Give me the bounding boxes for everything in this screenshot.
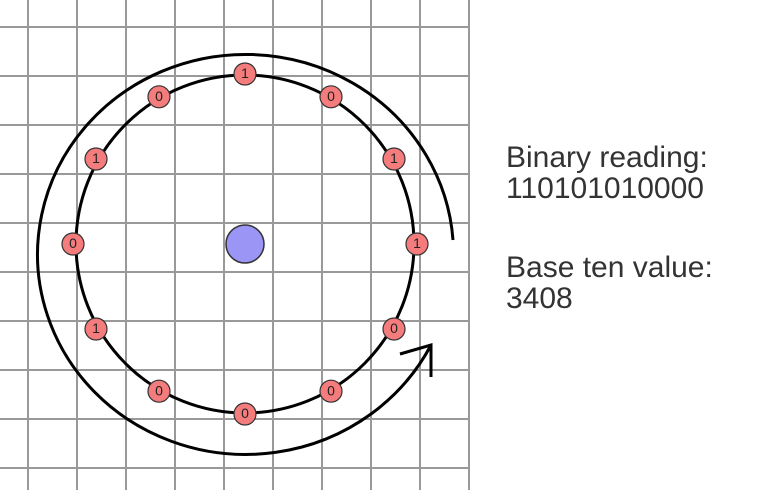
bead-circle — [233, 62, 257, 86]
bead: 1 — [233, 62, 257, 86]
bead-digit: 0 — [69, 235, 77, 251]
bead-circle — [382, 317, 406, 341]
bead-digit: 0 — [155, 382, 163, 398]
bead-circle — [147, 379, 171, 403]
bead-digit: 1 — [413, 235, 421, 251]
bead-circle — [233, 402, 257, 426]
bead-digit: 0 — [327, 88, 335, 104]
bead-digit: 1 — [92, 150, 100, 166]
rotation-arrow-path — [36, 52, 455, 456]
bead-circle — [147, 85, 171, 109]
binary-reading-label: Binary reading: — [506, 141, 708, 174]
bead-circle — [319, 379, 343, 403]
bead: 0 — [382, 317, 406, 341]
bead-circle — [319, 85, 343, 109]
bead-digit: 1 — [241, 65, 249, 81]
rotation-arrow-head — [399, 343, 433, 377]
bead-digit: 0 — [327, 382, 335, 398]
beads: 1 0 1 1 0 0 0 0 1 0 1 0 — [61, 62, 429, 426]
base-ten-value-number: 3408 — [506, 282, 573, 315]
background-grid — [0, 0, 470, 490]
bead: 1 — [84, 147, 108, 171]
bead-digit: 0 — [155, 88, 163, 104]
clockwise-arrow-icon — [36, 52, 455, 456]
bead: 1 — [382, 147, 406, 171]
base-ten-value-label: Base ten value: — [506, 251, 713, 284]
bead-circle — [405, 232, 429, 256]
bead: 0 — [61, 232, 85, 256]
center-dot — [225, 224, 265, 264]
bead: 0 — [147, 379, 171, 403]
bead: 0 — [319, 85, 343, 109]
bead: 0 — [147, 85, 171, 109]
bead-circle — [61, 232, 85, 256]
bead: 1 — [84, 317, 108, 341]
base-ten-value: Base ten value: 3408 — [506, 252, 713, 314]
bead-digit: 1 — [390, 150, 398, 166]
bead-digit: 0 — [241, 405, 249, 421]
bead: 0 — [319, 379, 343, 403]
bead: 1 — [405, 232, 429, 256]
bead-circle — [382, 147, 406, 171]
bead: 0 — [233, 402, 257, 426]
bead-digit: 1 — [92, 320, 100, 336]
binary-reading: Binary reading: 110101010000 — [506, 142, 708, 204]
bead-circle — [84, 317, 108, 341]
bead-circle — [84, 147, 108, 171]
bead-digit: 0 — [390, 320, 398, 336]
binary-reading-value: 110101010000 — [506, 172, 704, 205]
